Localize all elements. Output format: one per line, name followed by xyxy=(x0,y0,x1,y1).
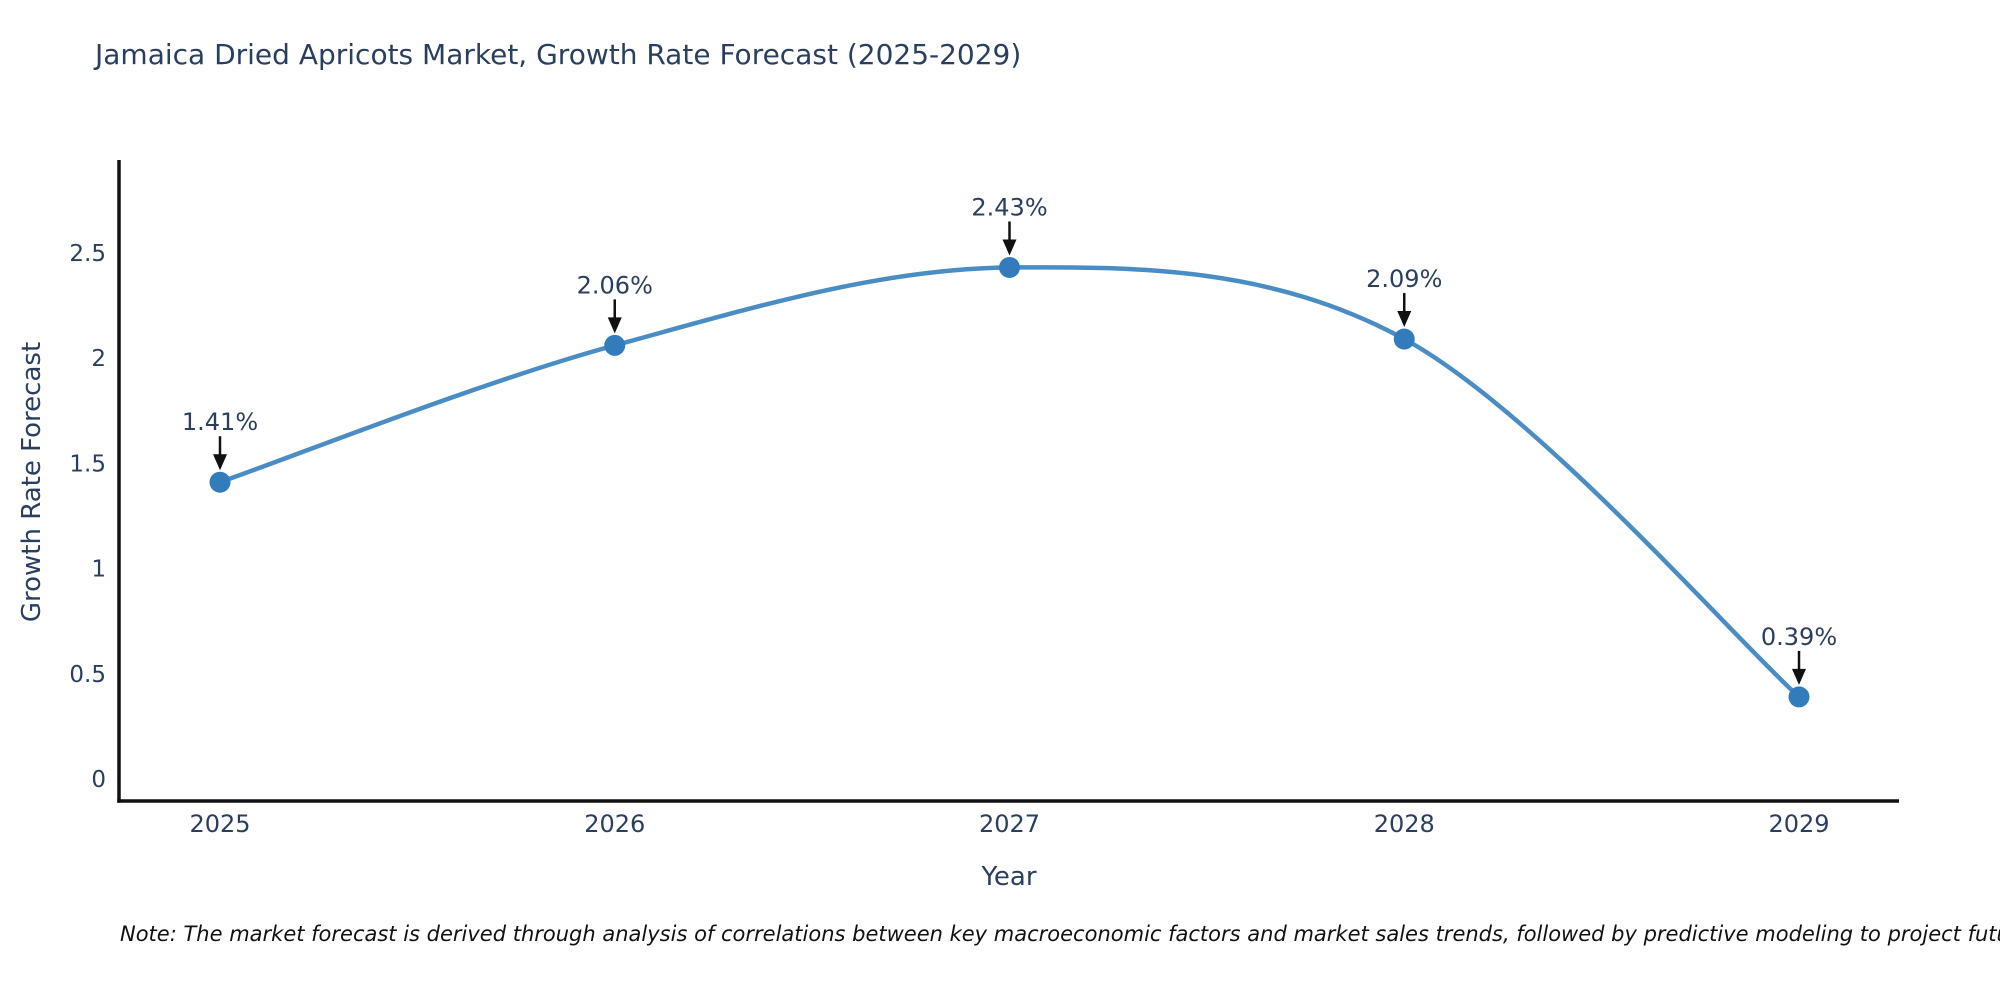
x-tick-label: 2029 xyxy=(1768,810,1829,838)
annotation-arrowhead-icon xyxy=(1397,311,1412,328)
annotation-arrowhead-icon xyxy=(213,454,227,471)
y-tick-label: 2 xyxy=(91,346,106,372)
x-tick-label: 2028 xyxy=(1374,810,1435,838)
x-axis-title: Year xyxy=(981,862,1037,892)
annotation-arrowhead-icon xyxy=(607,317,622,334)
line-series xyxy=(219,265,1801,699)
annotation-label: 2.06% xyxy=(577,271,653,299)
x-tick-label: 2026 xyxy=(584,810,645,838)
data-point-marker[interactable] xyxy=(999,256,1020,278)
annotation-label: 2.43% xyxy=(971,193,1047,221)
annotation-label: 1.41% xyxy=(182,408,258,436)
y-axis-title: Growth Rate Forecast xyxy=(17,341,47,623)
y-tick-label: 0.5 xyxy=(69,662,106,688)
data-point-marker[interactable] xyxy=(604,334,626,356)
data-point-marker[interactable] xyxy=(209,471,231,493)
data-point-marker[interactable] xyxy=(1393,328,1415,350)
data-point-marker[interactable] xyxy=(1788,686,1810,708)
y-tick-label: 0 xyxy=(91,767,106,793)
y-tick-label: 1 xyxy=(91,557,106,583)
y-tick-label: 2.5 xyxy=(69,241,106,267)
x-tick-label: 2027 xyxy=(979,810,1040,838)
annotation-label: 2.09% xyxy=(1366,265,1442,293)
chart-title: Jamaica Dried Apricots Market, Growth Ra… xyxy=(95,38,1022,71)
annotation-arrowhead-icon xyxy=(1002,239,1017,256)
y-tick-label: 1.5 xyxy=(69,451,106,477)
x-tick-label: 2025 xyxy=(189,810,250,838)
annotation-label: 0.39% xyxy=(1761,623,1837,651)
annotation-arrowhead-icon xyxy=(1792,668,1806,685)
footnote-text: Note: The market forecast is derived thr… xyxy=(120,922,2000,946)
